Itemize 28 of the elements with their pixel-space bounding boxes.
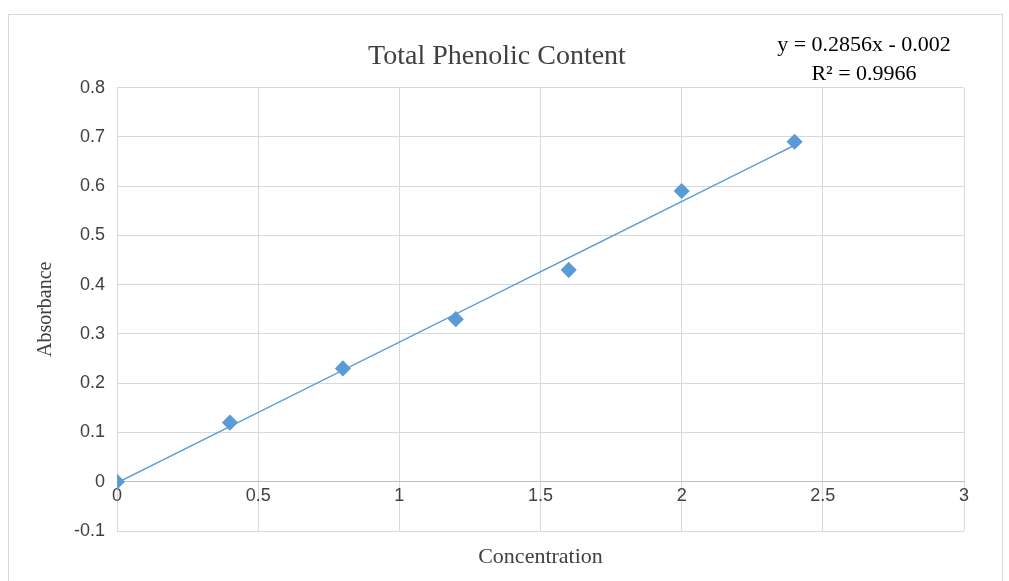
y-tick-label: 0 (95, 470, 106, 491)
y-tick-label: -0.1 (73, 519, 106, 540)
x-tick-label: 2 (676, 484, 687, 505)
point (448, 311, 464, 327)
y-tick-label: 0.2 (79, 372, 106, 393)
x-tick-label: 1 (394, 484, 405, 505)
x-tick-label: 2.5 (810, 484, 836, 505)
y-tick-label: 0.6 (79, 175, 106, 196)
x-axis-title: Concentration (478, 542, 603, 568)
text: y = 0.2856x - 0.002 (777, 30, 951, 56)
x-tick-label: 0.5 (245, 484, 271, 505)
x-tick-label: 1.5 (527, 484, 554, 505)
y-axis-title: Absorbance (33, 261, 56, 358)
point (560, 262, 577, 278)
y-tick-label: 0.7 (79, 125, 106, 146)
y-tick-label: 0.1 (79, 421, 106, 442)
y-tick-label: 0.4 (79, 273, 106, 294)
point (335, 360, 351, 377)
y-tick-label: 0.3 (79, 322, 106, 343)
point (673, 183, 690, 199)
y-tick-label: 0.8 (79, 76, 106, 97)
point (786, 134, 803, 150)
x-tick-label: 0 (112, 484, 123, 505)
text: R² = 0.9966 (811, 59, 917, 85)
x-tick-label: 3 (958, 484, 970, 505)
chart-title: Total Phenolic Content (368, 39, 627, 71)
point (222, 414, 238, 431)
y-tick-label: 0.5 (79, 224, 106, 245)
